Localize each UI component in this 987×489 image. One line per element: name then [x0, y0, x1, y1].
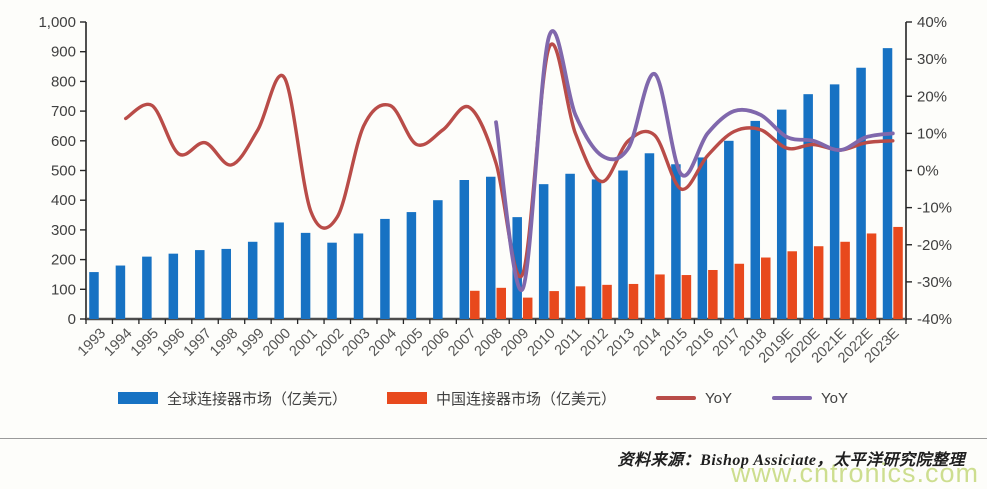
svg-text:2015: 2015 — [657, 326, 691, 360]
svg-text:-30%: -30% — [917, 274, 952, 291]
x-axis: 1993199419951996199719981999200020012002… — [75, 319, 907, 366]
svg-text:1996: 1996 — [154, 326, 188, 360]
line-china-yoy — [494, 29, 895, 292]
legend-swatch-global-bar — [118, 392, 158, 404]
svg-text:600: 600 — [51, 133, 76, 150]
svg-text:2010: 2010 — [525, 326, 559, 360]
svg-text:2004: 2004 — [366, 326, 400, 360]
chart-canvas: 0 100 200 300 400 500 600 700 800 900 1,000 -40% -30… — [38, 14, 952, 366]
svg-text:-20%: -20% — [917, 237, 952, 254]
svg-text:900: 900 — [51, 44, 76, 61]
bars-china — [470, 226, 903, 319]
svg-text:2005: 2005 — [392, 326, 426, 360]
bars-global — [89, 48, 893, 320]
svg-text:-40%: -40% — [917, 311, 952, 328]
svg-text:2003: 2003 — [339, 326, 373, 360]
svg-text:100: 100 — [51, 281, 76, 298]
svg-text:1995: 1995 — [128, 326, 162, 360]
legend-label-china-yoy: YoY — [821, 389, 848, 407]
legend-swatch-china-yoy-line — [772, 396, 813, 400]
svg-text:2017: 2017 — [710, 326, 744, 360]
svg-text:1999: 1999 — [234, 326, 268, 360]
legend-label-china-market: 中国连接器市场（亿美元） — [436, 390, 617, 408]
svg-text:2001: 2001 — [287, 326, 321, 360]
svg-text:1994: 1994 — [101, 326, 135, 360]
svg-text:2012: 2012 — [578, 326, 612, 360]
svg-text:300: 300 — [51, 222, 76, 239]
svg-text:500: 500 — [51, 163, 76, 180]
svg-text:700: 700 — [51, 103, 76, 120]
svg-text:2006: 2006 — [419, 326, 453, 360]
svg-text:2011: 2011 — [552, 326, 585, 359]
legend-item-china-market: 中国连接器市场（亿美元） — [387, 388, 616, 409]
svg-text:0%: 0% — [917, 163, 939, 180]
svg-text:1,000: 1,000 — [38, 14, 76, 31]
left-axis: 0 100 200 300 400 500 600 700 800 900 1,000 — [38, 14, 86, 328]
svg-text:400: 400 — [51, 192, 76, 209]
legend-item-china-yoy: YoY — [772, 390, 848, 407]
legend-item-global-yoy: YoY — [656, 390, 732, 407]
svg-text:20%: 20% — [917, 88, 947, 105]
svg-text:2002: 2002 — [313, 326, 347, 360]
svg-text:2008: 2008 — [472, 326, 506, 360]
legend-swatch-global-yoy-line — [656, 396, 697, 400]
svg-text:0: 0 — [68, 311, 76, 328]
source-note: 资料来源：Bishop Assiciate，太平洋研究院整理 — [617, 452, 965, 469]
svg-text:30%: 30% — [917, 51, 947, 68]
svg-text:2000: 2000 — [260, 326, 294, 360]
legend-label-global-market: 全球连接器市场（亿美元） — [167, 390, 348, 408]
svg-text:2014: 2014 — [630, 326, 664, 360]
svg-text:40%: 40% — [917, 14, 947, 31]
footer-row: 资料来源：Bishop Assiciate，太平洋研究院整理 www.cntro… — [0, 446, 987, 488]
footer-divider — [0, 438, 987, 439]
svg-text:2009: 2009 — [498, 326, 532, 360]
connector-market-chart: 0 100 200 300 400 500 600 700 800 900 1,000 -40% -30… — [38, 14, 952, 366]
legend-label-global-yoy: YoY — [705, 389, 733, 407]
chart-legend: 全球连接器市场（亿美元） 中国连接器市场（亿美元） YoY YoY — [0, 388, 987, 408]
svg-text:1998: 1998 — [207, 326, 241, 360]
svg-text:2016: 2016 — [683, 326, 717, 360]
legend-swatch-china-bar — [387, 392, 428, 404]
svg-text:800: 800 — [51, 73, 76, 90]
svg-text:10%: 10% — [917, 125, 947, 142]
right-axis: -40% -30% -20% -10% 0% 10% 20% 30% 40% — [906, 14, 952, 328]
svg-text:1993: 1993 — [75, 326, 109, 360]
legend-item-global-market: 全球连接器市场（亿美元） — [118, 388, 347, 409]
svg-text:2013: 2013 — [604, 326, 638, 360]
svg-text:1997: 1997 — [181, 326, 215, 360]
svg-text:200: 200 — [51, 252, 76, 269]
svg-text:2007: 2007 — [445, 326, 479, 360]
svg-text:-10%: -10% — [917, 200, 952, 217]
